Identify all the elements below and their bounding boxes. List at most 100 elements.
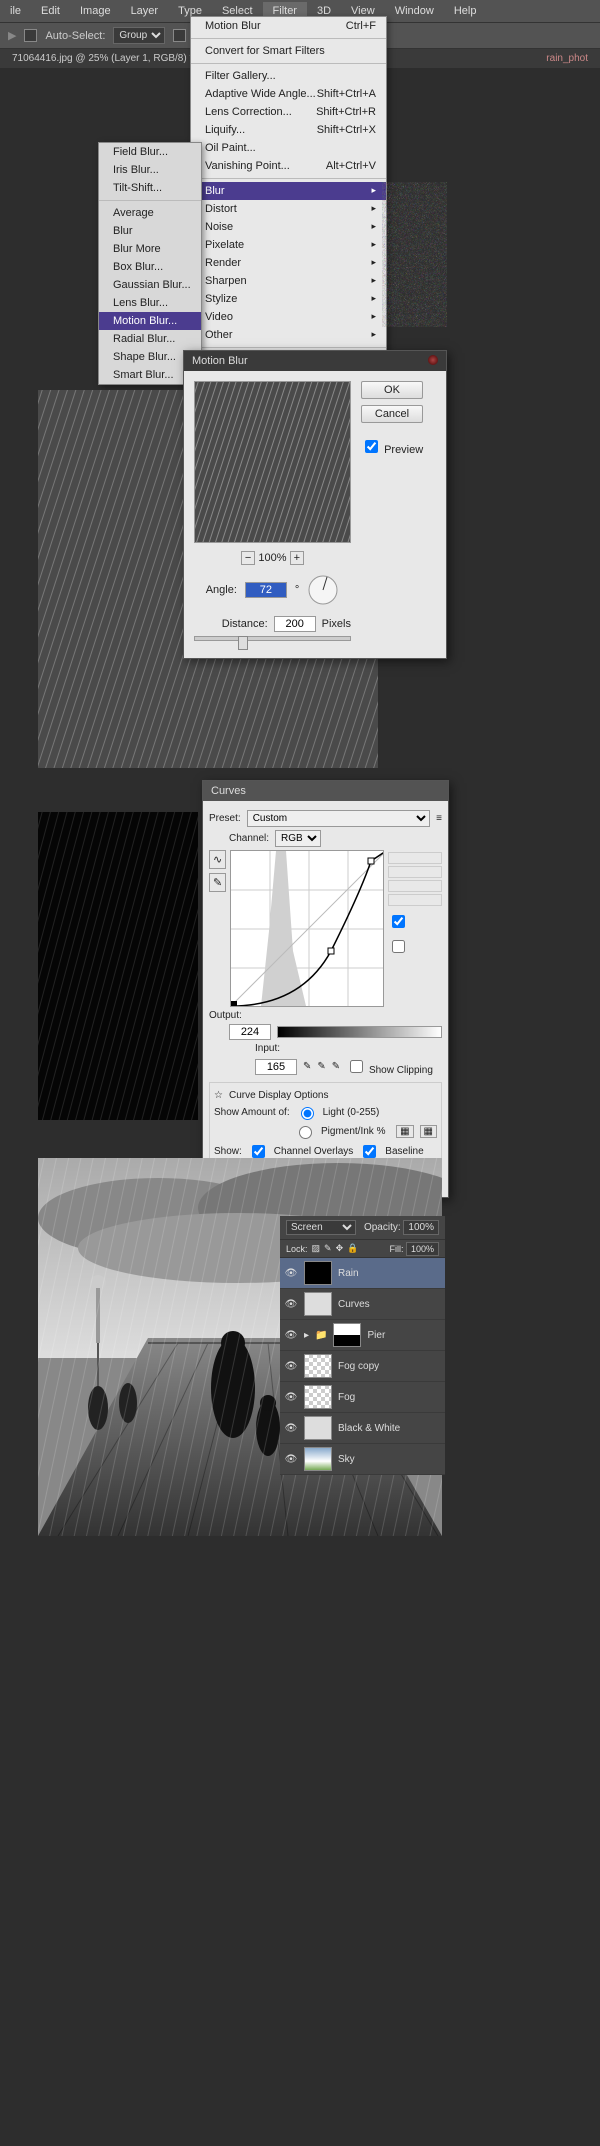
mi-edit[interactable]: Edit	[31, 2, 70, 20]
bs-radial[interactable]: Radial Blur...	[99, 330, 201, 348]
base-cb[interactable]	[363, 1145, 376, 1158]
opacity-label: Opacity:	[364, 1222, 401, 1233]
bs-iris[interactable]: Iris Blur...	[99, 161, 201, 179]
eye-icon[interactable]: 👁	[284, 1299, 298, 1310]
angle-input[interactable]	[245, 582, 287, 598]
fm-video[interactable]: Video	[191, 308, 386, 326]
eye-icon[interactable]: 👁	[284, 1361, 298, 1372]
angle-dial[interactable]	[307, 574, 339, 606]
eye-icon[interactable]: 👁	[284, 1268, 298, 1279]
mi-file[interactable]: ile	[0, 2, 31, 20]
curve-tool-icon[interactable]: ∿	[209, 850, 226, 869]
layer-rain[interactable]: 👁Rain	[280, 1258, 445, 1289]
eye-icon[interactable]: 👁	[284, 1423, 298, 1434]
fm-last[interactable]: Motion BlurCtrl+F	[191, 17, 386, 35]
eye-icon[interactable]: 👁	[284, 1454, 298, 1465]
fill-value[interactable]: 100%	[406, 1242, 439, 1256]
lock-trans-icon[interactable]: ▨	[312, 1243, 321, 1254]
input-input[interactable]	[255, 1059, 297, 1075]
curves-dialog: Curves Preset:Custom≡ Channel:RGB ∿✎ Out…	[202, 780, 449, 1198]
bs-blurmore[interactable]: Blur More	[99, 240, 201, 258]
fm-oil[interactable]: Oil Paint...	[191, 139, 386, 157]
distance-input[interactable]	[274, 616, 316, 632]
mb-title: Motion Blur	[192, 355, 248, 367]
eye-icon[interactable]: 👁	[284, 1330, 298, 1341]
layer-pier[interactable]: 👁▸📁Pier	[280, 1320, 445, 1351]
lock-all-icon[interactable]: 🔒	[347, 1243, 358, 1254]
fm-render[interactable]: Render	[191, 254, 386, 272]
layer-sky[interactable]: 👁Sky	[280, 1444, 445, 1475]
light-label: Light (0-255)	[323, 1107, 380, 1118]
light-radio[interactable]	[301, 1107, 314, 1120]
lock-paint-icon[interactable]: ✎	[324, 1243, 332, 1254]
side-cb[interactable]	[392, 940, 405, 953]
eyedropper-icon[interactable]: ✎	[332, 1061, 340, 1072]
side-btn[interactable]	[388, 894, 442, 906]
pigment-radio[interactable]	[299, 1126, 312, 1139]
layer-fog[interactable]: 👁Fog	[280, 1382, 445, 1413]
mi-window[interactable]: Window	[385, 2, 444, 20]
eye-icon[interactable]: 👁	[284, 1392, 298, 1403]
blend-mode[interactable]: Screen	[286, 1220, 356, 1235]
fm-liq[interactable]: Liquify...Shift+Ctrl+X	[191, 121, 386, 139]
side-btn[interactable]	[388, 866, 442, 878]
side-cb[interactable]	[392, 915, 405, 928]
fm-pixelate[interactable]: Pixelate	[191, 236, 386, 254]
autoselect-mode[interactable]: Group	[113, 27, 165, 44]
tab-2[interactable]: rain_phot	[538, 49, 596, 68]
fill-label: Fill:	[389, 1244, 403, 1254]
fm-van[interactable]: Vanishing Point...Alt+Ctrl+V	[191, 157, 386, 175]
clip-cb[interactable]	[350, 1060, 363, 1073]
autoselect-cb[interactable]	[24, 29, 37, 42]
distance-slider[interactable]	[194, 636, 351, 648]
zoom-in-icon[interactable]: +	[290, 551, 304, 565]
mi-help[interactable]: Help	[444, 2, 487, 20]
fm-smart[interactable]: Convert for Smart Filters	[191, 42, 386, 60]
bs-field[interactable]: Field Blur...	[99, 143, 201, 161]
fm-awa[interactable]: Adaptive Wide Angle...Shift+Ctrl+A	[191, 85, 386, 103]
channel-select[interactable]: RGB	[275, 830, 321, 847]
mi-layer[interactable]: Layer	[121, 2, 169, 20]
fm-distort[interactable]: Distort	[191, 200, 386, 218]
preset-select[interactable]: Custom	[247, 810, 430, 827]
chevron-right-icon[interactable]: ▸	[304, 1330, 309, 1341]
co-cb[interactable]	[252, 1145, 265, 1158]
fm-gallery[interactable]: Filter Gallery...	[191, 67, 386, 85]
bs-blur[interactable]: Blur	[99, 222, 201, 240]
zoom-out-icon[interactable]: −	[241, 551, 255, 565]
fm-sharpen[interactable]: Sharpen	[191, 272, 386, 290]
tab-1[interactable]: 71064416.jpg @ 25% (Layer 1, RGB/8) *×	[4, 49, 213, 68]
output-input[interactable]	[229, 1024, 271, 1040]
close-icon[interactable]	[428, 355, 438, 365]
mi-image[interactable]: Image	[70, 2, 121, 20]
eyedropper-icon[interactable]: ✎	[303, 1061, 311, 1072]
pigment-label: Pigment/Ink %	[321, 1126, 385, 1137]
fm-blur[interactable]: Blur	[191, 182, 386, 200]
bs-gaussian[interactable]: Gaussian Blur...	[99, 276, 201, 294]
layer-fogcopy[interactable]: 👁Fog copy	[280, 1351, 445, 1382]
side-btn[interactable]	[388, 880, 442, 892]
layer-curves[interactable]: 👁Curves	[280, 1289, 445, 1320]
cancel-button[interactable]: Cancel	[361, 405, 423, 423]
showtrans-cb[interactable]	[173, 29, 186, 42]
fm-stylize[interactable]: Stylize	[191, 290, 386, 308]
fm-noise[interactable]: Noise	[191, 218, 386, 236]
bs-motion[interactable]: Motion Blur...	[99, 312, 201, 330]
grid-icon[interactable]: ▦	[396, 1125, 413, 1138]
fm-lens[interactable]: Lens Correction...Shift+Ctrl+R	[191, 103, 386, 121]
bs-tilt[interactable]: Tilt-Shift...	[99, 179, 201, 197]
bs-average[interactable]: Average	[99, 204, 201, 222]
fm-other[interactable]: Other	[191, 326, 386, 344]
grid-icon[interactable]: ▦	[420, 1125, 437, 1138]
preview-cb[interactable]	[365, 440, 378, 453]
bs-lens[interactable]: Lens Blur...	[99, 294, 201, 312]
opacity-value[interactable]: 100%	[403, 1220, 439, 1235]
bs-box[interactable]: Box Blur...	[99, 258, 201, 276]
side-btn[interactable]	[388, 852, 442, 864]
curves-grid[interactable]	[230, 850, 384, 1007]
pencil-tool-icon[interactable]: ✎	[209, 873, 226, 892]
lock-pos-icon[interactable]: ✥	[336, 1243, 344, 1254]
eyedropper-icon[interactable]: ✎	[317, 1061, 325, 1072]
ok-button[interactable]: OK	[361, 381, 423, 399]
preset-menu-icon[interactable]: ≡	[436, 813, 442, 824]
